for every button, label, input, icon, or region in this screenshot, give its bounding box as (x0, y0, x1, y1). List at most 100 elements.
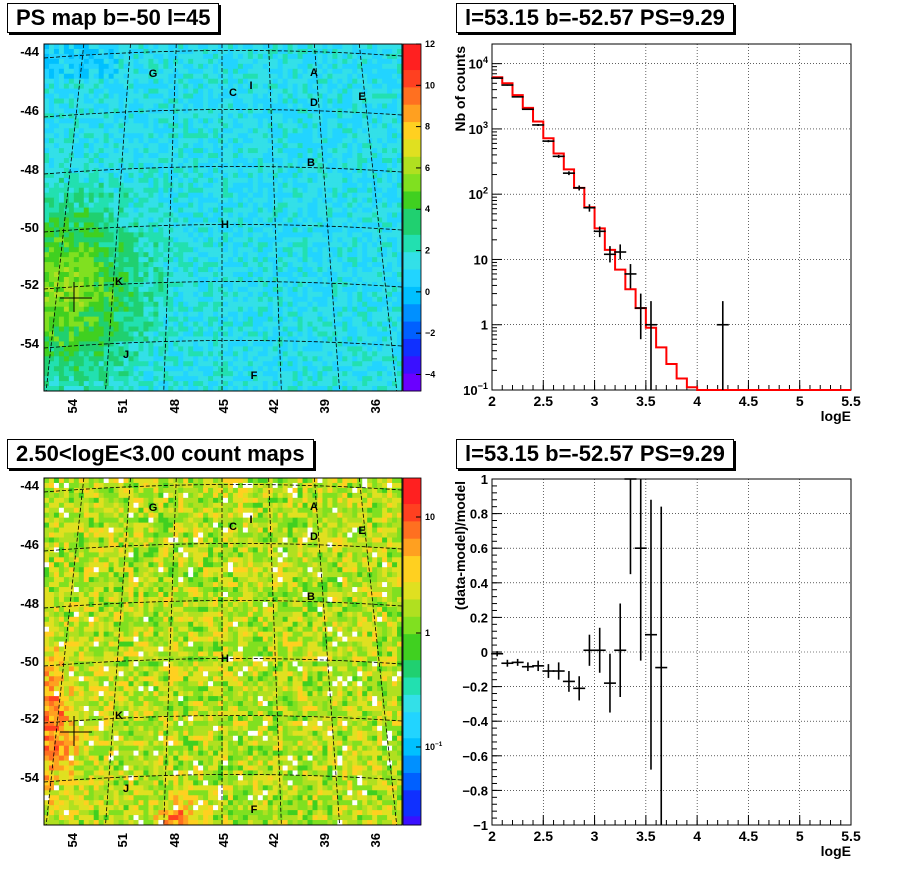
y-tick-label: −0.6 (462, 749, 488, 764)
source-label-b: B (307, 591, 315, 603)
x-tick-label: 5 (796, 393, 804, 409)
x-tick-label: 42 (266, 399, 281, 413)
longitude-line (45, 43, 85, 392)
colorbar-frame (402, 43, 422, 392)
x-tick-label: 36 (368, 399, 383, 413)
colorbar-cell (403, 590, 421, 600)
coordinate-grid (43, 43, 403, 392)
longitude-line (358, 477, 398, 826)
source-label-c: C (229, 87, 237, 99)
y-tick-label: 10−1 (463, 381, 488, 398)
x-tick-label: 4.5 (739, 828, 759, 844)
plot-frame (491, 478, 852, 826)
colorbar-tick-label: 2 (425, 246, 430, 256)
colorbar-cell (403, 790, 421, 800)
x-tick-label: 4 (693, 393, 701, 409)
y-tick-label: 0 (481, 645, 488, 660)
colorbar-cell (403, 738, 421, 748)
y-tick-label: 0.2 (470, 610, 488, 625)
colorbar-cell (403, 182, 421, 192)
colorbar-cell (403, 304, 421, 314)
y-axis-label: (data-model)/model (452, 481, 468, 610)
y-tick-label: -52 (20, 711, 39, 726)
coordinate-grid (43, 477, 403, 826)
colorbar-cell (403, 668, 421, 679)
y-tick-label: -44 (20, 478, 40, 493)
x-tick-label: 54 (65, 398, 80, 413)
colorbar-cell (403, 174, 421, 184)
y-tick-label: 10 (474, 252, 488, 267)
colorbar-cell (403, 686, 421, 696)
y-tick-label: 103 (468, 120, 488, 137)
source-label-b: B (307, 157, 315, 169)
colorbar-tick-label: 10 (425, 512, 435, 522)
x-tick-label: 2.5 (534, 828, 554, 844)
y-tick-label: 0.8 (470, 507, 488, 522)
colorbar-cell (403, 504, 421, 514)
colorbar-cell (403, 746, 421, 757)
y-tick-label: -52 (20, 277, 39, 292)
colorbar-tick-label: 6 (425, 163, 430, 173)
ps-map-title: PS map b=-50 l=45 (7, 3, 220, 33)
longitude-line (45, 477, 85, 826)
y-tick-label: −0.8 (462, 783, 488, 798)
source-label-f: F (251, 804, 258, 816)
longitude-line (314, 43, 340, 392)
colorbar-cell (403, 382, 421, 392)
x-tick-label: 39 (317, 833, 332, 847)
colorbar-cell (403, 61, 421, 71)
colorbar-cell (403, 712, 421, 722)
colorbar-cell (403, 338, 421, 349)
x-tick-label: 45 (216, 833, 231, 847)
count-map-panel: G C I A D E B H K J F -44 -46 -48 -50 -52 -54 54 51 48 45 42 3… (0, 435, 449, 871)
colorbar-cell (403, 148, 421, 158)
colorbar-cell (403, 70, 421, 80)
y-tick-label: -46 (20, 537, 39, 552)
x-tick-label: 54 (65, 832, 80, 847)
colorbar-cell (403, 234, 421, 245)
map-frame (43, 43, 403, 392)
longitude-line (268, 43, 282, 392)
colorbar-cell (403, 373, 421, 383)
x-tick-label: 51 (115, 833, 130, 847)
y-tick-label: -48 (20, 162, 39, 177)
colorbar-cell (403, 720, 421, 731)
colorbar-cell (403, 139, 421, 149)
longitude-line (268, 477, 282, 826)
source-label-a: A (310, 67, 318, 79)
source-label-h: H (221, 653, 229, 665)
x-tick-label: 3.5 (636, 393, 656, 409)
colorbar-cell (403, 347, 421, 357)
y-tick-label: 1 (481, 318, 488, 333)
residual-plot: 1 0.8 0.6 0.4 0.2 0 −0.2 −0.4 −0.6 −0.8 −12 2.5 3 3.5… (452, 472, 861, 859)
y-tick-label: -54 (20, 770, 40, 785)
colorbar-cell (403, 191, 421, 201)
x-tick-label: 2 (488, 828, 496, 844)
count-map-title: 2.50<logE<3.00 count maps (7, 439, 314, 469)
colorbar-cell (403, 608, 421, 618)
x-tick-label: 3 (591, 828, 599, 844)
source-label-c: C (229, 521, 237, 533)
colorbar-cell (403, 200, 421, 210)
colorbar-cell (403, 530, 421, 540)
colorbar-cell (403, 547, 421, 557)
source-label-d: D (310, 531, 318, 543)
x-tick-label: 4 (693, 828, 701, 844)
colorbar-cell (403, 781, 421, 791)
residual-panel: 1 0.8 0.6 0.4 0.2 0 −0.2 −0.4 −0.6 −0.8 −1 2 2.5 3 3.5… (449, 435, 898, 871)
colorbar-cell (403, 556, 421, 566)
colorbar-cell (403, 321, 421, 331)
x-tick-label: 48 (167, 833, 182, 847)
x-tick-label: 2 (488, 393, 496, 409)
colorbar-tick-label: 10−1 (425, 741, 443, 752)
colorbar-cell (403, 495, 421, 505)
x-axis-label: logE (821, 843, 851, 859)
colorbar-cell (403, 512, 421, 522)
colorbar-cell (403, 113, 421, 123)
source-label-g: G (149, 68, 158, 80)
colorbar-cell (403, 634, 421, 644)
spectrum-title: l=53.15 b=-52.57 PS=9.29 (456, 3, 734, 33)
colorbar-tick-label: −4 (425, 369, 435, 379)
y-axis-label: Nb of counts (452, 46, 468, 132)
